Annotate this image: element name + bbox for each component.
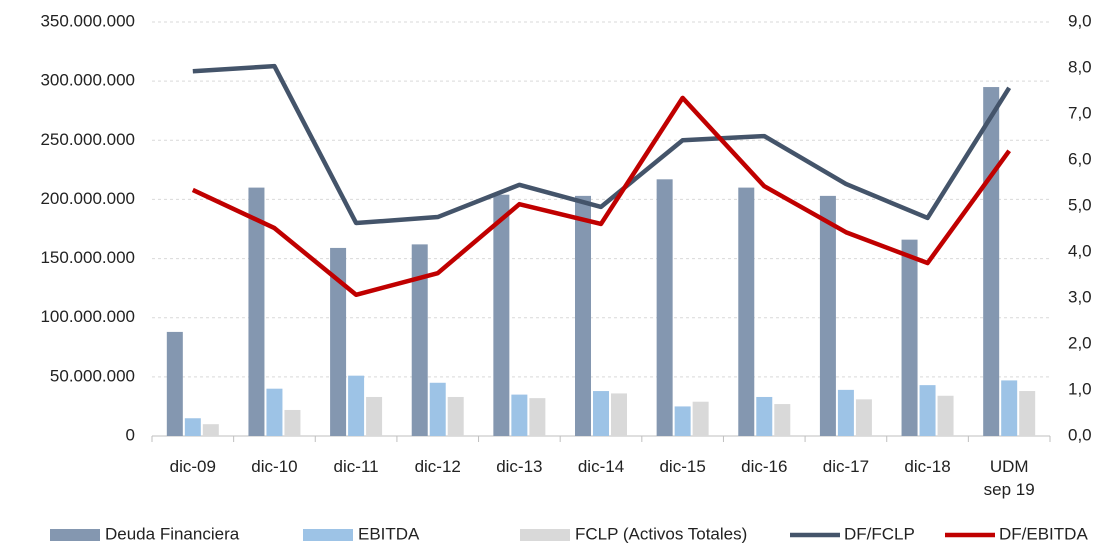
y-tick-label: 150.000.000 [40,248,135,267]
x-tick-label: dic-14 [577,457,625,476]
bar [774,404,791,436]
bar [674,406,691,436]
legend-label: DF/EBITDA [999,524,1088,543]
x-tick-label: dic-17 [822,457,870,476]
y-tick-label: 300.000.000 [40,71,135,90]
y2-tick-label: 4,0 [1068,241,1092,260]
bar [411,244,428,436]
y-tick-label: 0 [126,425,135,444]
bar [447,396,464,436]
y-tick-label: 100.000.000 [40,307,135,326]
y2-tick-label: 3,0 [1068,287,1092,306]
bar [429,382,446,436]
y2-tick-label: 6,0 [1068,149,1092,168]
bar [855,399,872,436]
legend-label: DF/FCLP [844,524,915,543]
bar [166,331,183,436]
y-tick-label: 350.000.000 [40,11,135,30]
bar [837,389,854,436]
legend-swatch [50,529,100,541]
legend-label: FCLP (Activos Totales) [575,524,747,543]
bar [248,187,265,436]
y2-tick-label: 0,0 [1068,425,1092,444]
bar [1001,380,1018,436]
legend-swatch [303,529,353,541]
bar [1019,391,1036,436]
x-tick-label: dic-09 [169,457,216,476]
bar [756,396,773,436]
bar [348,375,365,436]
y2-tick-label: 9,0 [1068,11,1092,30]
bar [901,239,918,436]
bar [202,424,219,436]
y2-tick-label: 1,0 [1068,379,1092,398]
y2-tick-label: 2,0 [1068,333,1092,352]
x-tick-label: UDM sep 19 [983,457,1035,499]
bar [284,409,301,436]
bar [330,247,347,436]
y2-tick-label: 8,0 [1068,57,1092,76]
x-tick-label: dic-18 [904,457,951,476]
bar [266,388,283,436]
line-series [191,95,1011,298]
legend-swatch [520,529,570,541]
legend-label: EBITDA [358,524,420,543]
bar [983,87,1000,437]
bar [937,395,954,436]
bar [593,391,609,436]
x-tick-label: dic-12 [414,457,461,476]
legend-label: Deuda Financiera [105,524,240,543]
bar [366,396,383,436]
bar [738,187,755,436]
y2-tick-label: 7,0 [1068,103,1092,122]
bar [919,385,936,436]
x-tick-label: dic-11 [333,457,379,476]
bar [819,195,836,436]
bar [493,194,510,436]
bar [511,394,528,436]
line-series [192,63,1012,226]
bar [656,179,673,436]
y2-tick-label: 5,0 [1068,195,1092,214]
y-tick-label: 50.000.000 [50,366,135,385]
x-tick-label: dic-13 [496,457,543,476]
bar [529,398,546,436]
bar [692,401,709,436]
y-tick-label: 250.000.000 [40,130,135,149]
x-tick-label: dic-10 [251,457,298,476]
bar [184,418,201,436]
x-tick-label: dic-15 [659,457,706,476]
bar [611,393,627,436]
x-tick-label: dic-16 [741,457,788,476]
bar [575,195,591,436]
y-tick-label: 200.000.000 [40,189,135,208]
